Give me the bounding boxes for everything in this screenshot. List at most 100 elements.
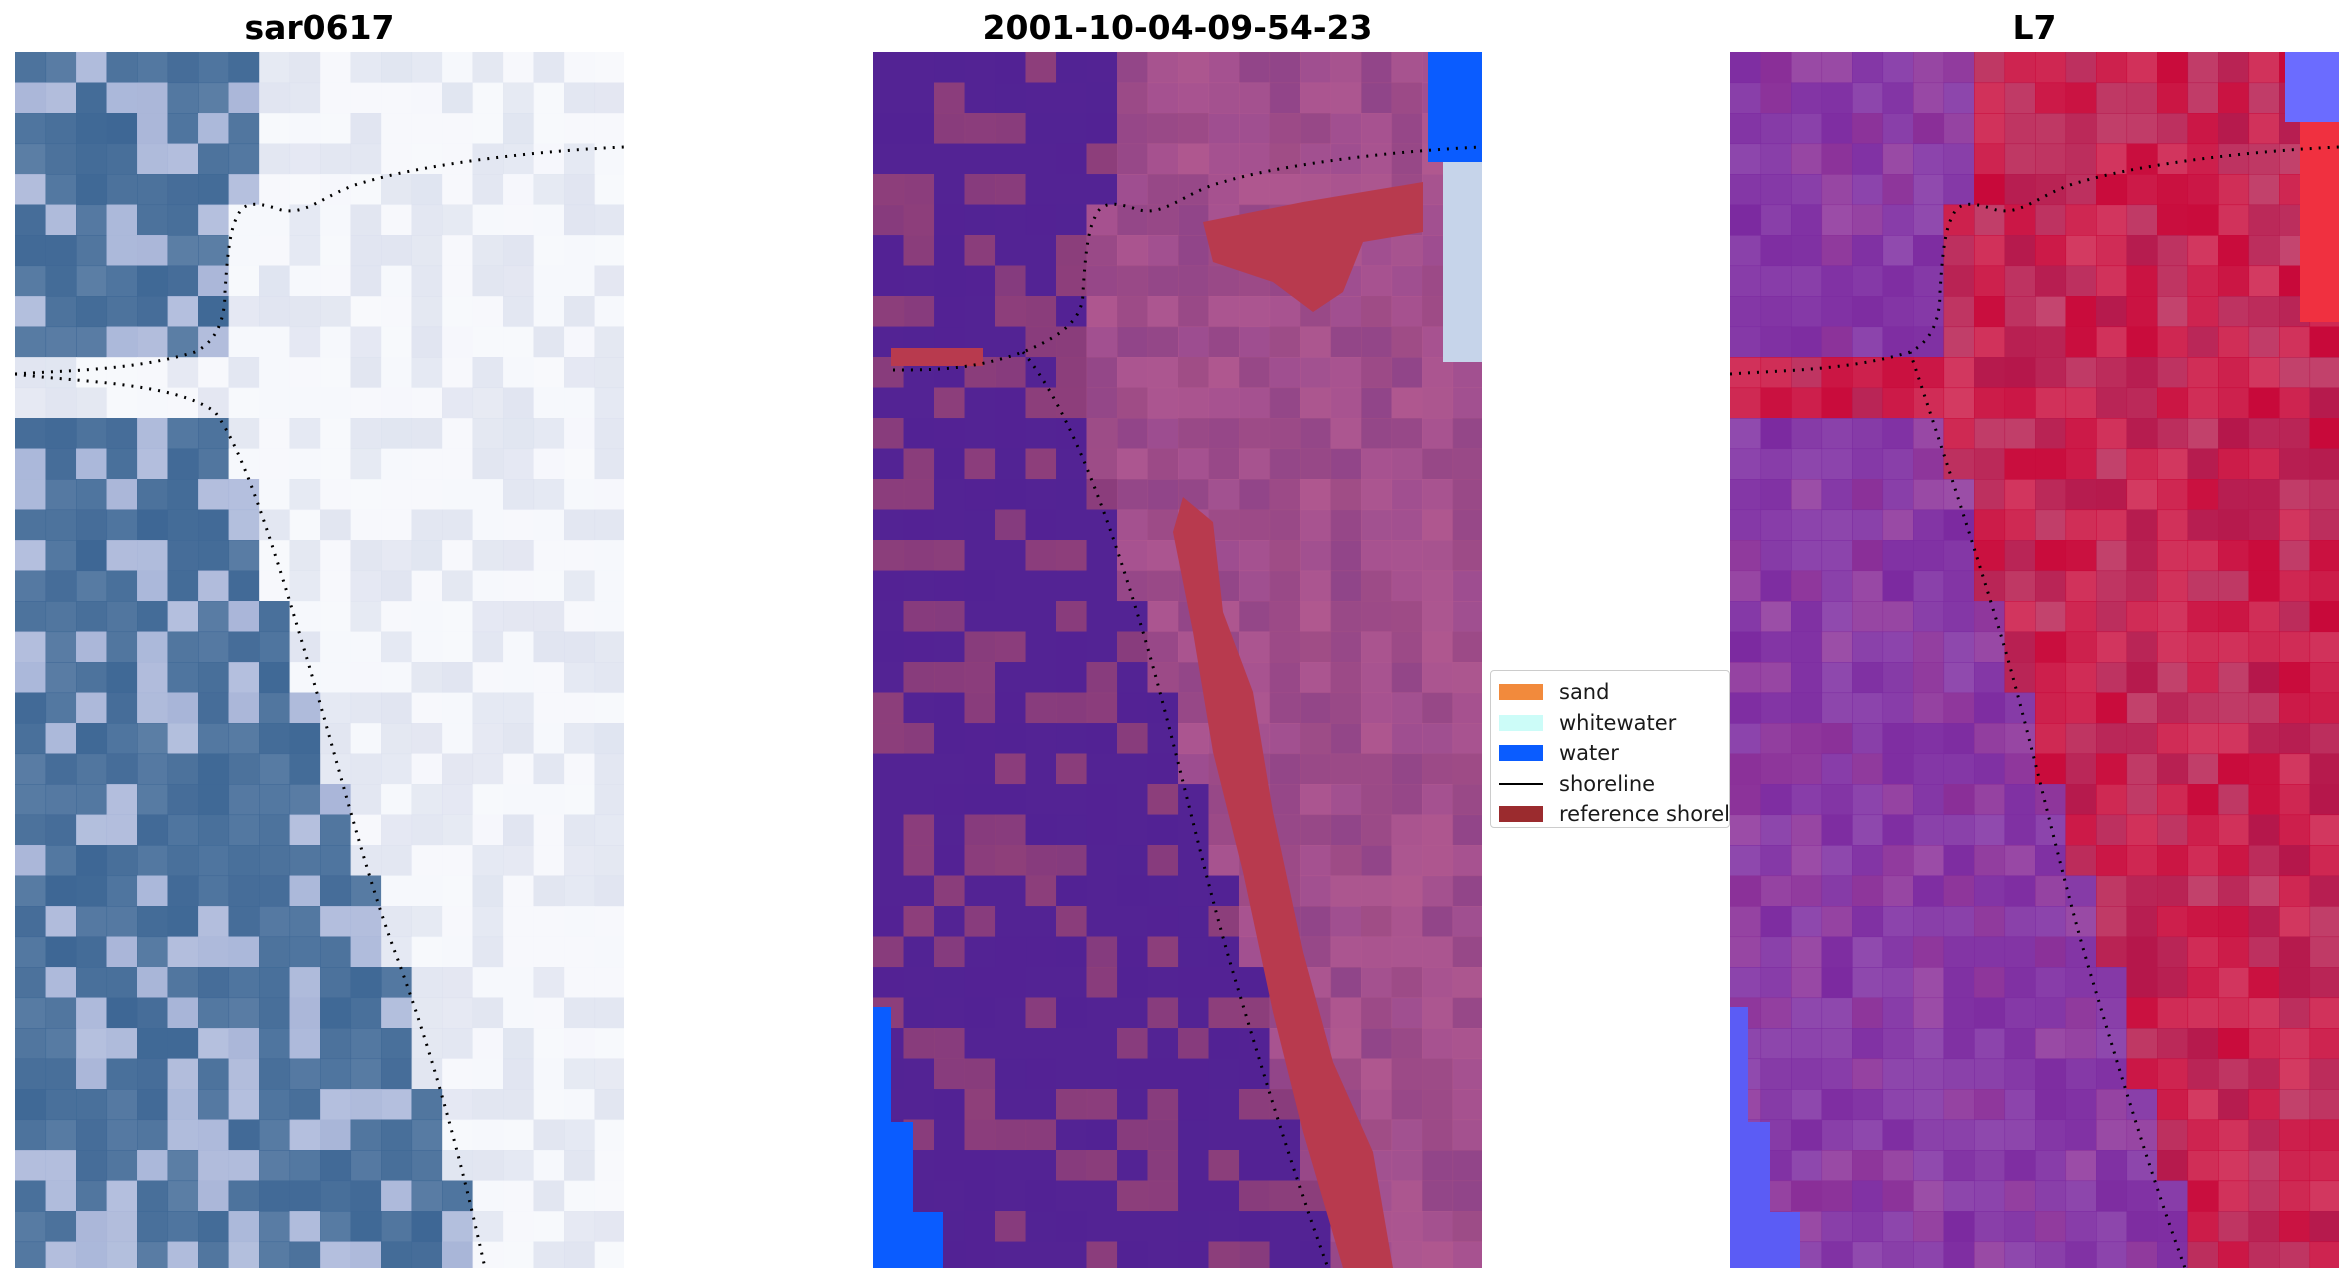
image-pixel [1852, 387, 1884, 419]
image-pixel [2309, 1241, 2339, 1268]
image-pixel [137, 1089, 169, 1121]
image-pixel [1178, 1058, 1210, 1090]
image-pixel [411, 265, 443, 297]
image-pixel [1852, 1211, 1884, 1243]
image-pixel [1178, 387, 1210, 419]
image-pixel [2309, 723, 2339, 755]
image-pixel [1147, 1180, 1179, 1212]
image-pixel [76, 479, 108, 511]
image-pixel [1821, 509, 1853, 541]
image-pixel [228, 326, 260, 358]
image-pixel [1821, 997, 1853, 1029]
image-pixel [228, 204, 260, 236]
image-pixel [1760, 509, 1792, 541]
image-pixel [533, 1028, 565, 1060]
image-pixel [167, 540, 199, 572]
image-pixel [1913, 997, 1945, 1029]
image-pixel [137, 82, 169, 114]
image-pixel [442, 784, 474, 816]
image-pixel [2248, 967, 2280, 999]
image-pixel [1913, 1089, 1945, 1121]
image-pixel [45, 662, 77, 694]
image-pixel [503, 814, 535, 846]
image-pixel [1300, 143, 1332, 175]
image-pixel [45, 936, 77, 968]
image-pixel [2218, 692, 2250, 724]
image-pixel [1056, 753, 1088, 785]
image-pixel [1943, 723, 1975, 755]
image-pixel [2035, 1119, 2067, 1151]
image-pixel [1086, 570, 1118, 602]
image-pixel [198, 1211, 230, 1243]
image-pixel [1086, 82, 1118, 114]
image-pixel [533, 936, 565, 968]
image-pixel [503, 1028, 535, 1060]
image-pixel [76, 753, 108, 785]
image-pixel [2065, 479, 2097, 511]
image-pixel [1791, 936, 1823, 968]
rgb-pixel-grid [15, 52, 624, 1268]
image-pixel [873, 479, 905, 511]
image-pixel [289, 753, 321, 785]
image-pixel [472, 692, 504, 724]
image-pixel [934, 906, 966, 938]
image-pixel [411, 174, 443, 206]
image-pixel [503, 753, 535, 785]
image-pixel [1025, 265, 1057, 297]
image-pixel [1178, 784, 1210, 816]
image-pixel [2126, 723, 2158, 755]
image-pixel [106, 113, 138, 145]
image-pixel [2248, 1028, 2280, 1060]
image-pixel [1730, 784, 1762, 816]
image-pixel [198, 357, 230, 389]
image-pixel [964, 448, 996, 480]
image-pixel [1086, 845, 1118, 877]
image-pixel [137, 875, 169, 907]
image-pixel [2248, 784, 2280, 816]
image-pixel [198, 1150, 230, 1182]
image-pixel [1852, 235, 1884, 267]
image-pixel [995, 448, 1027, 480]
image-pixel [442, 357, 474, 389]
image-pixel [2309, 845, 2339, 877]
image-pixel [472, 387, 504, 419]
image-pixel [320, 1028, 352, 1060]
image-pixel [2035, 296, 2067, 328]
image-pixel [1974, 174, 2006, 206]
image-pixel [381, 784, 413, 816]
image-pixel [2157, 601, 2189, 633]
image-pixel [1852, 113, 1884, 145]
image-pixel [2065, 357, 2097, 389]
image-pixel [934, 143, 966, 175]
image-pixel [1852, 357, 1884, 389]
image-pixel [411, 479, 443, 511]
image-pixel [1882, 692, 1914, 724]
image-pixel [1791, 1058, 1823, 1090]
image-pixel [1391, 418, 1423, 450]
image-pixel [1422, 1180, 1454, 1212]
image-pixel [1330, 570, 1362, 602]
image-pixel [350, 448, 382, 480]
shoreline-line [15, 145, 624, 376]
image-pixel [1730, 967, 1762, 999]
image-pixel [1760, 296, 1792, 328]
image-pixel [289, 906, 321, 938]
image-pixel [2004, 967, 2036, 999]
image-pixel [167, 570, 199, 602]
image-pixel [350, 479, 382, 511]
image-pixel [1452, 692, 1482, 724]
image-pixel [350, 1211, 382, 1243]
image-pixel [1943, 1241, 1975, 1268]
image-pixel [2126, 326, 2158, 358]
image-pixel [1943, 631, 1975, 663]
image-pixel [2309, 1058, 2339, 1090]
image-pixel [411, 113, 443, 145]
image-pixel [289, 784, 321, 816]
image-pixel [2035, 1028, 2067, 1060]
image-pixel [964, 1058, 996, 1090]
image-pixel [1330, 875, 1362, 907]
image-pixel [1117, 52, 1149, 84]
image-pixel [594, 479, 624, 511]
image-pixel [1974, 509, 2006, 541]
image-pixel [1730, 326, 1762, 358]
